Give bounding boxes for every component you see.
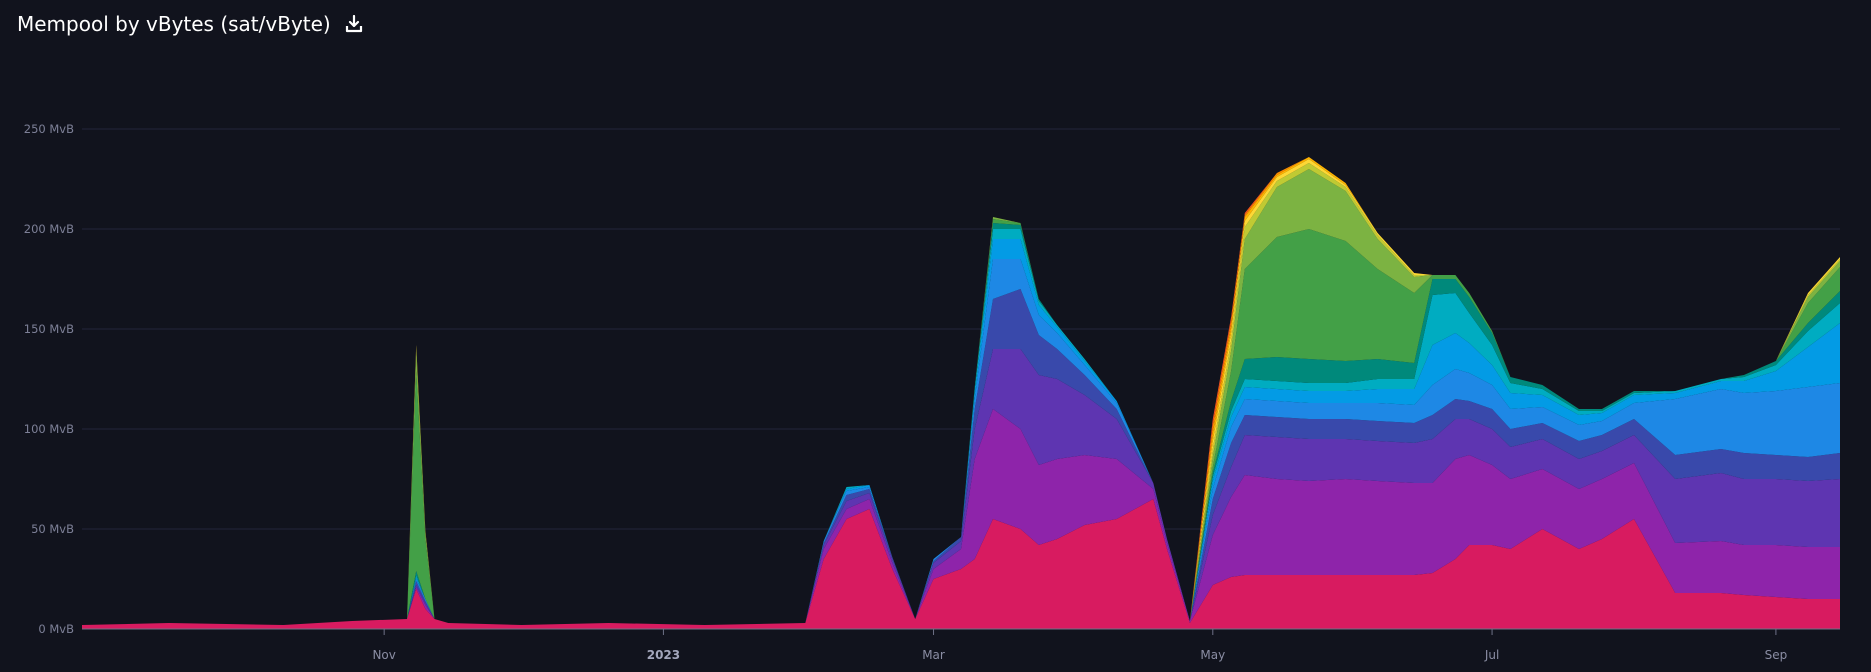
- axes: 0 MvB 50 MvB 100 MvB 150 MvB 200 MvB 250 MvB N…: [24, 122, 1840, 662]
- y-tick-label: 0 MvB: [38, 622, 74, 636]
- series-area-0[interactable]: [82, 499, 1840, 629]
- chart-header: Mempool by vBytes (sat/vByte): [17, 12, 365, 36]
- stacked-areas: [82, 157, 1840, 629]
- y-tick-label: 50 MvB: [31, 522, 74, 536]
- download-icon[interactable]: [343, 13, 365, 35]
- y-tick-label: 100 MvB: [24, 422, 74, 436]
- x-tick-label: Nov: [372, 648, 395, 662]
- y-tick-label: 200 MvB: [24, 222, 74, 236]
- series-area-9[interactable]: [82, 169, 1840, 625]
- y-tick-label: 150 MvB: [24, 322, 74, 336]
- x-tick-label: Sep: [1765, 648, 1788, 662]
- y-tick-label: 250 MvB: [24, 122, 74, 136]
- x-tick-label: May: [1200, 648, 1225, 662]
- x-tick-label: Jul: [1484, 648, 1499, 662]
- x-tick-label: 2023: [647, 648, 680, 662]
- series-area-1[interactable]: [82, 409, 1840, 625]
- series-area-8[interactable]: [82, 219, 1840, 625]
- chart-title: Mempool by vBytes (sat/vByte): [17, 12, 331, 36]
- x-tick-label: Mar: [922, 648, 945, 662]
